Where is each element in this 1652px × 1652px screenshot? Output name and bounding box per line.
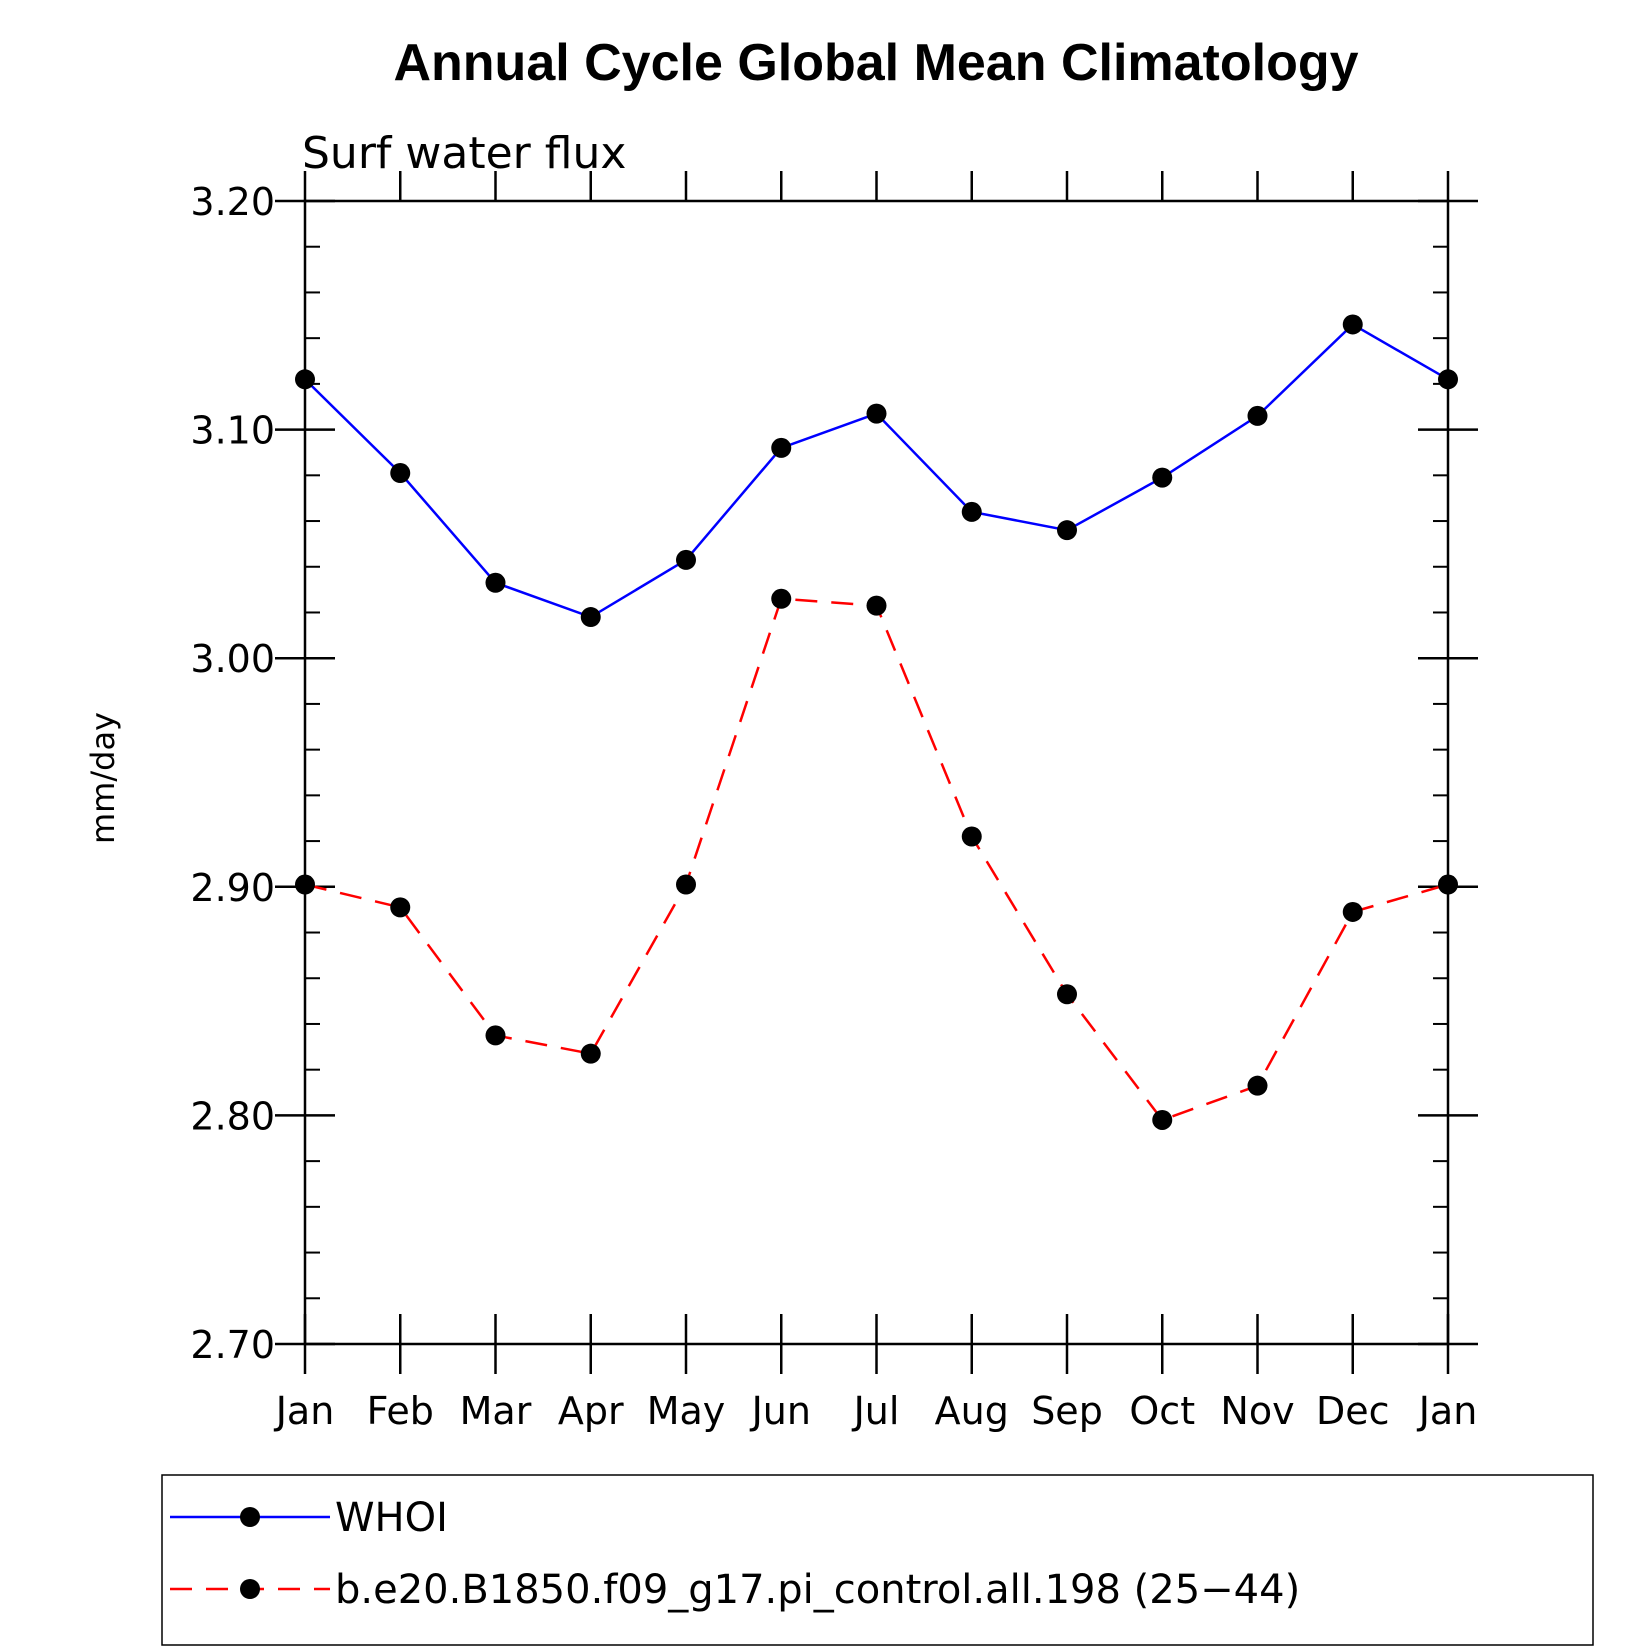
x-tick-label: May [647,1389,726,1433]
data-point [1247,405,1268,426]
legend: WHOI b.e20.B1850.f09_g17.pi_control.all.1… [170,1495,1300,1613]
y-tick-label: 2.70 [190,1323,275,1367]
data-point [1342,901,1363,922]
data-point [866,403,887,424]
data-point [771,588,792,609]
x-tick-label: Oct [1129,1389,1195,1433]
data-point [1152,467,1173,488]
x-tick-label: Sep [1031,1389,1103,1433]
data-point [1152,1109,1173,1130]
data-point [390,897,411,918]
data-point [485,1025,506,1046]
data-point [580,607,601,628]
y-tick-label: 3.00 [190,637,275,681]
x-tick-label: Jun [750,1389,811,1433]
data-point [580,1043,601,1064]
chart-subtitle: Surf water flux [302,128,626,179]
y-tick-label: 3.10 [190,409,275,453]
data-point [1057,984,1077,1005]
y-tick-label: 3.20 [190,180,275,224]
data-point [676,874,696,895]
data-point [961,826,982,847]
legend-label-1: WHOI [335,1495,448,1541]
x-tick-label: Feb [367,1389,434,1433]
x-tick-label: Jan [1417,1389,1478,1433]
x-tick-label: Nov [1220,1389,1294,1433]
data-point [961,501,982,522]
legend-marker-1 [240,1507,260,1527]
data-point [1438,369,1458,390]
axes: Jan Feb Mar Apr May Jun Jul Aug Sep Oct Nov Dec Jan 2… [190,171,1478,1433]
y-tick-label: 2.90 [190,866,275,910]
data-point [866,595,887,616]
x-tick-label: Apr [558,1389,624,1433]
data-point [1342,314,1363,335]
data-point [676,549,696,570]
x-tick-label: Dec [1316,1389,1390,1433]
data-point [771,437,792,458]
series-group [295,314,1458,1130]
series-line-2 [304,597,1449,1122]
data-point [1247,1075,1268,1096]
data-point [1057,520,1077,541]
series-line-1 [304,322,1449,619]
x-tick-label: Aug [935,1389,1009,1433]
data-point [390,463,411,484]
x-tick-label: Mar [460,1389,532,1433]
y-tick-label: 2.80 [190,1094,275,1138]
data-point [485,572,506,593]
plot-frame [303,199,1450,1346]
legend-box [161,1474,1594,1646]
chart-title: Annual Cycle Global Mean Climatology [393,34,1358,92]
x-tick-label: Jan [274,1389,335,1433]
x-tick-label: Jul [852,1389,900,1433]
legend-label-2: b.e20.B1850.f09_g17.pi_control.all.198 (… [335,1567,1300,1613]
data-point [295,874,315,895]
data-point [295,369,315,390]
data-point [1438,874,1458,895]
y-axis-label: mm/day [84,712,122,844]
legend-marker-2 [240,1579,260,1599]
